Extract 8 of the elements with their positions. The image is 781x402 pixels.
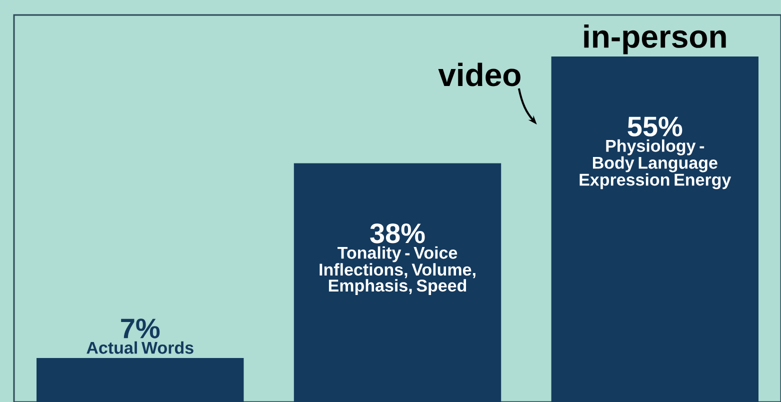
data-label: 38%: [370, 223, 425, 244]
annotation: video: [438, 62, 520, 86]
x-tick-label: Tonality - Voice Inflections, Volume, Emphasis, Speed: [320, 246, 476, 295]
data-label: 55%: [628, 116, 682, 136]
data-label: 7%: [121, 318, 160, 338]
x-tick-label: Actual Words: [86, 341, 194, 354]
x-tick-label: Physiology - Body Language Expression Energy: [580, 139, 732, 190]
annotation: in-person: [584, 24, 726, 54]
